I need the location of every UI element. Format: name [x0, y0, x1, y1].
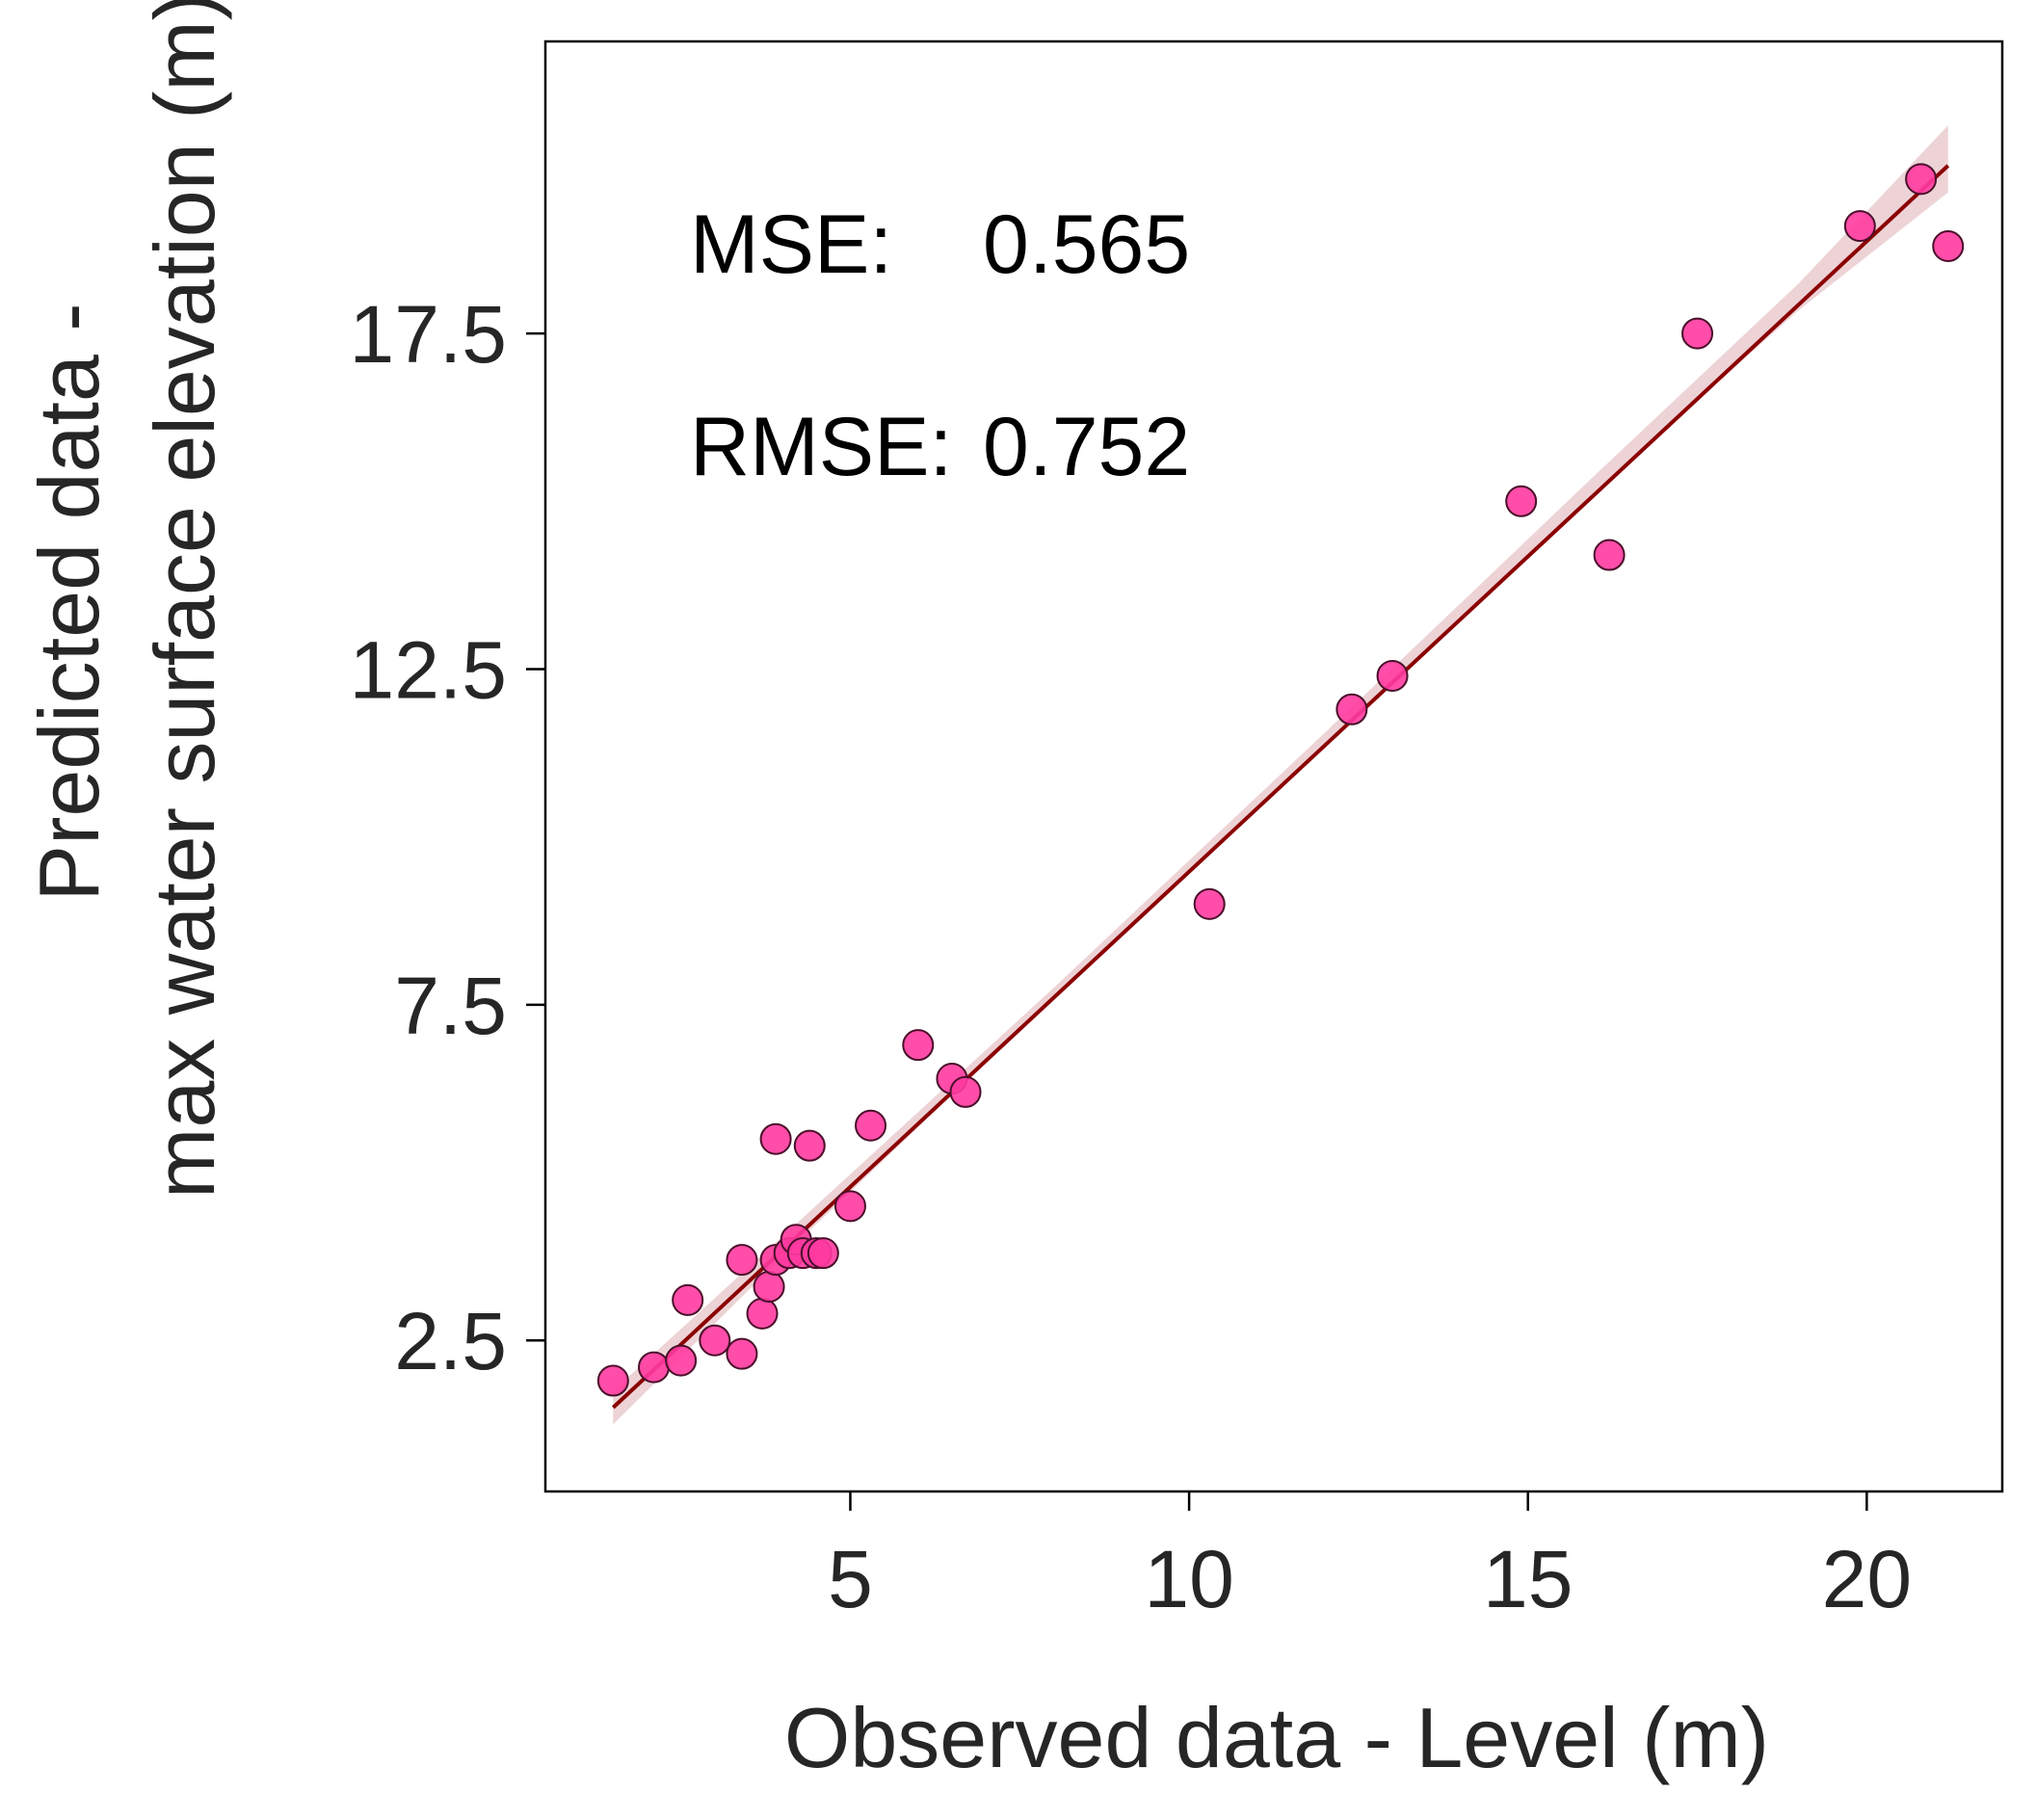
x-tick-label: 5: [828, 1534, 873, 1624]
y-axis-title-line-1: Predicted data -: [21, 303, 117, 901]
rmse-value: 0.752: [983, 401, 1190, 493]
scatter-point: [1843, 210, 1876, 243]
scatter-point: [1376, 659, 1409, 692]
scatter-point: [833, 1190, 866, 1223]
y-tick-label: 2.5: [394, 1296, 507, 1386]
scatter-point: [753, 1270, 785, 1303]
y-tick-label: 17.5: [350, 289, 508, 380]
mse-label: MSE:: [690, 198, 892, 291]
regression-line: [611, 164, 1950, 1410]
scatter-point: [596, 1364, 629, 1397]
y-tick-label: 7.5: [394, 961, 507, 1051]
scatter-point: [665, 1344, 698, 1377]
x-tick-label: 10: [1144, 1534, 1233, 1624]
y-tick-label: 12.5: [350, 624, 508, 715]
scatter-point: [949, 1075, 982, 1108]
y-axis-title-line-2: max water surface elevation (m): [137, 0, 232, 1199]
y-axis-ticks: 2.5 7.5 12.5 17.5: [350, 289, 545, 1386]
plot-frame: [543, 40, 2004, 1493]
rmse-label: RMSE:: [690, 401, 952, 493]
scatter-point: [1593, 539, 1626, 571]
scatter-point: [638, 1351, 671, 1384]
x-axis-ticks: 5 10 15 20: [828, 1491, 1912, 1624]
scatter-point: [699, 1324, 731, 1357]
scatter-point: [902, 1029, 935, 1062]
scatter-point: [672, 1283, 704, 1316]
x-tick-label: 20: [1822, 1534, 1912, 1624]
scatter-point: [1505, 485, 1538, 517]
scatter-point: [1932, 230, 1965, 263]
scatter-point: [759, 1122, 792, 1155]
x-axis-title: Observed data - Level (m): [784, 1690, 1769, 1785]
scatter-point: [746, 1297, 779, 1330]
scatter-point: [855, 1109, 887, 1142]
scatter-points-layer: [596, 163, 1965, 1397]
scatter-point: [1681, 317, 1714, 350]
scatter-point: [793, 1129, 826, 1162]
scatter-point: [1905, 163, 1938, 196]
scatter-point: [806, 1237, 839, 1270]
scatter-point: [1193, 887, 1226, 920]
scatter-point: [726, 1337, 758, 1370]
confidence-band-layer: [613, 125, 1948, 1425]
mse-value: 0.565: [983, 198, 1190, 291]
scatter-point: [1335, 693, 1368, 725]
confidence-band: [613, 125, 1948, 1425]
regression-line-layer: [611, 164, 1950, 1410]
x-tick-label: 15: [1483, 1534, 1573, 1624]
scatter-point: [726, 1244, 758, 1277]
